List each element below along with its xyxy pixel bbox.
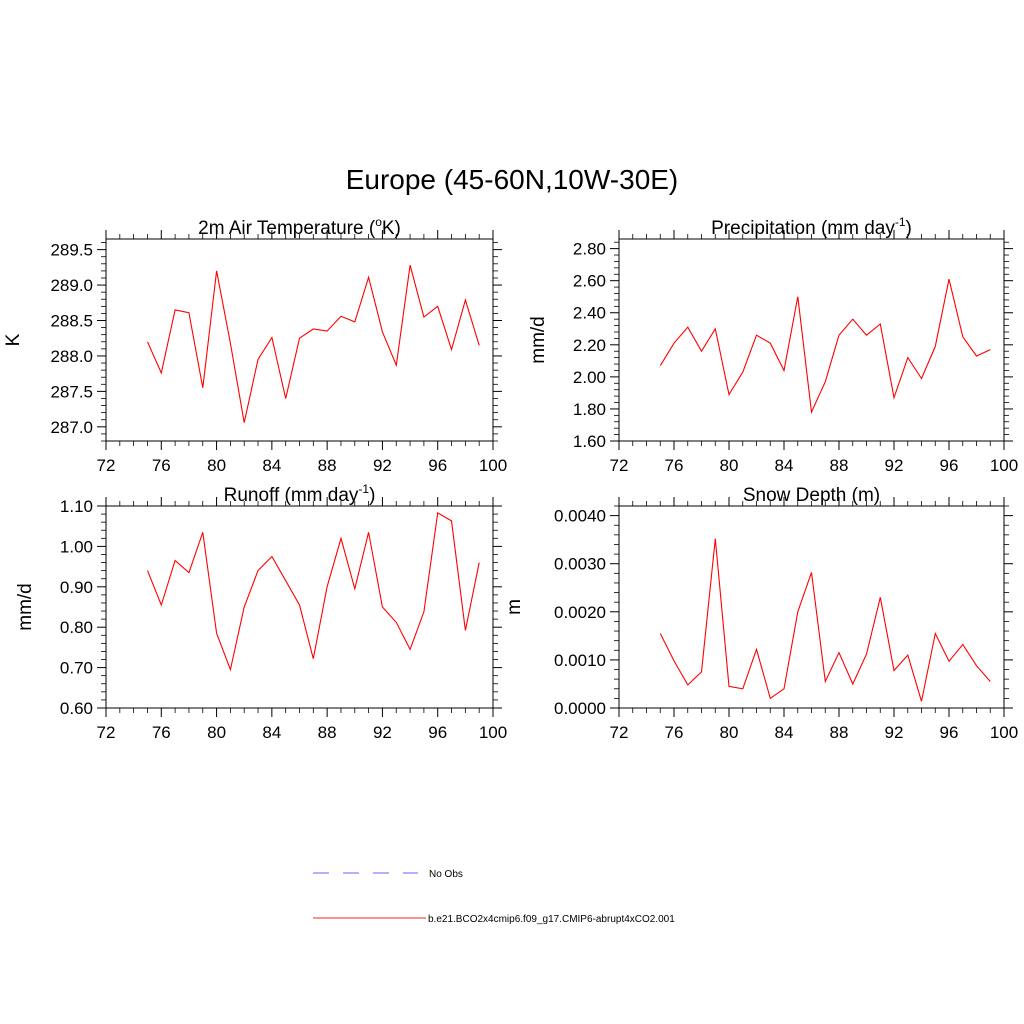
series-line-air-temperature bbox=[146, 265, 480, 423]
y-tick-label: 1.60 bbox=[573, 432, 606, 451]
y-tick-label: 0.60 bbox=[60, 699, 93, 718]
panel-title-precipitation: Precipitation (mm day-1) bbox=[711, 215, 912, 239]
y-tick-label: 2.80 bbox=[573, 240, 606, 259]
y-axis: 1.60 1.80 2.00 2.20 2.40 2.60 2.80 bbox=[573, 240, 1013, 451]
series-line-precipitation bbox=[659, 278, 991, 415]
series-line-snow-depth bbox=[659, 538, 991, 702]
y-tick-label: 2.00 bbox=[573, 368, 606, 387]
x-tick-label: 92 bbox=[885, 723, 904, 742]
y-tick-label: 1.00 bbox=[60, 537, 93, 556]
x-tick-label: 88 bbox=[318, 456, 337, 475]
x-tick-label: 100 bbox=[479, 456, 507, 475]
x-tick-label: 72 bbox=[610, 456, 629, 475]
x-tick-label: 88 bbox=[318, 723, 337, 742]
x-tick-label: 96 bbox=[428, 723, 447, 742]
panel-title-snow-depth: Snow Depth (m) bbox=[743, 485, 880, 506]
x-tick-label: 72 bbox=[610, 723, 629, 742]
main-title: Europe (45-60N,10W-30E) bbox=[345, 164, 679, 195]
x-tick-label: 100 bbox=[990, 456, 1018, 475]
panel-snow-depth: 72 76 80 84 88 92 96 100 0.0000 0.0010 0.0020 0.003… bbox=[504, 485, 1018, 742]
panel-title-runoff: Runoff (mm day-1) bbox=[224, 482, 376, 506]
panel-title-sup: o bbox=[375, 215, 382, 229]
x-tick-label: 96 bbox=[428, 456, 447, 475]
x-tick-label: 92 bbox=[373, 456, 392, 475]
legend-label-no-obs: No Obs bbox=[429, 869, 463, 880]
panel-air-temperature: 72 76 80 84 88 92 96 100 287.0 287.5 288.0 288.5 289… bbox=[3, 215, 507, 475]
y-tick-label: 0.70 bbox=[60, 659, 93, 678]
panel-title-tail: ) bbox=[369, 485, 375, 506]
y-axis-label: K bbox=[3, 333, 24, 346]
y-axis-label: m bbox=[504, 599, 525, 615]
panel-title-air-temperature: 2m Air Temperature (oK) bbox=[198, 215, 401, 239]
series-line-runoff bbox=[146, 512, 480, 672]
panel-title-tail: ) bbox=[906, 218, 912, 239]
panel-runoff: 72 76 80 84 88 92 96 100 0.60 0.70 0.80 0.90 1.00 1.1… bbox=[15, 482, 507, 742]
y-tick-label: 289.5 bbox=[50, 241, 93, 260]
y-tick-label: 1.80 bbox=[573, 400, 606, 419]
panel-title-sup: -1 bbox=[895, 215, 906, 229]
y-axis: 0.0000 0.0010 0.0020 0.0030 0.0040 bbox=[554, 505, 1013, 718]
panel-title-main: Runoff (mm day bbox=[224, 485, 359, 506]
x-tick-label: 76 bbox=[665, 456, 684, 475]
plot-frame bbox=[618, 505, 1005, 709]
y-tick-label: 287.0 bbox=[50, 418, 93, 437]
y-axis-label: mm/d bbox=[528, 316, 549, 364]
x-tick-label: 88 bbox=[830, 456, 849, 475]
x-tick-label: 84 bbox=[262, 723, 281, 742]
y-tick-label: 0.0030 bbox=[554, 555, 606, 574]
x-tick-label: 76 bbox=[152, 456, 171, 475]
y-tick-label: 0.80 bbox=[60, 618, 93, 637]
x-tick-label: 84 bbox=[262, 456, 281, 475]
panel-precipitation: 72 76 80 84 88 92 96 100 1.60 1.80 2.00 2.20 2.40 2.6… bbox=[528, 215, 1018, 475]
y-tick-label: 2.40 bbox=[573, 304, 606, 323]
x-tick-label: 96 bbox=[940, 456, 959, 475]
panel-title-main: Precipitation (mm day bbox=[711, 218, 895, 239]
x-axis: 72 76 80 84 88 92 96 100 bbox=[97, 230, 507, 475]
y-tick-label: 0.0000 bbox=[554, 699, 606, 718]
x-tick-label: 80 bbox=[720, 456, 739, 475]
x-axis: 72 76 80 84 88 92 96 100 bbox=[610, 497, 1018, 742]
x-tick-label: 72 bbox=[97, 723, 116, 742]
panel-title-sup: -1 bbox=[358, 482, 369, 496]
x-tick-label: 84 bbox=[775, 723, 794, 742]
legend: No Obs b.e21.BCO2x4cmip6.f09_g17.CMIP6-a… bbox=[313, 869, 675, 925]
y-axis-label: mm/d bbox=[15, 583, 36, 631]
x-tick-label: 92 bbox=[373, 723, 392, 742]
x-tick-label: 72 bbox=[97, 456, 116, 475]
y-tick-label: 0.0020 bbox=[554, 603, 606, 622]
y-tick-label: 2.60 bbox=[573, 272, 606, 291]
panel-title-main: 2m Air Temperature ( bbox=[198, 218, 376, 239]
x-tick-label: 80 bbox=[207, 456, 226, 475]
y-tick-label: 289.0 bbox=[50, 276, 93, 295]
y-axis: 0.60 0.70 0.80 0.90 1.00 1.10 bbox=[60, 497, 502, 718]
x-axis: 72 76 80 84 88 92 96 100 bbox=[610, 230, 1018, 475]
x-tick-label: 88 bbox=[830, 723, 849, 742]
x-tick-label: 100 bbox=[990, 723, 1018, 742]
y-axis: 287.0 287.5 288.0 288.5 289.0 289.5 bbox=[50, 241, 502, 442]
x-tick-label: 92 bbox=[885, 456, 904, 475]
x-tick-label: 80 bbox=[207, 723, 226, 742]
legend-label-model: b.e21.BCO2x4cmip6.f09_g17.CMIP6-abrupt4x… bbox=[428, 914, 675, 925]
y-tick-label: 288.0 bbox=[50, 347, 93, 366]
y-tick-label: 288.5 bbox=[50, 312, 93, 331]
x-tick-label: 100 bbox=[479, 723, 507, 742]
x-axis: 72 76 80 84 88 92 96 100 bbox=[97, 497, 507, 742]
y-tick-label: 1.10 bbox=[60, 497, 93, 516]
y-tick-label: 2.20 bbox=[573, 336, 606, 355]
panel-title-tail: K) bbox=[382, 218, 401, 239]
x-tick-label: 76 bbox=[152, 723, 171, 742]
y-tick-label: 287.5 bbox=[50, 382, 93, 401]
x-tick-label: 84 bbox=[775, 456, 794, 475]
panel-title-main: Snow Depth (m) bbox=[743, 485, 880, 506]
y-tick-label: 0.0010 bbox=[554, 651, 606, 670]
x-tick-label: 80 bbox=[720, 723, 739, 742]
y-tick-label: 0.0040 bbox=[554, 507, 606, 526]
x-tick-label: 76 bbox=[665, 723, 684, 742]
x-tick-label: 96 bbox=[940, 723, 959, 742]
y-tick-label: 0.90 bbox=[60, 578, 93, 597]
